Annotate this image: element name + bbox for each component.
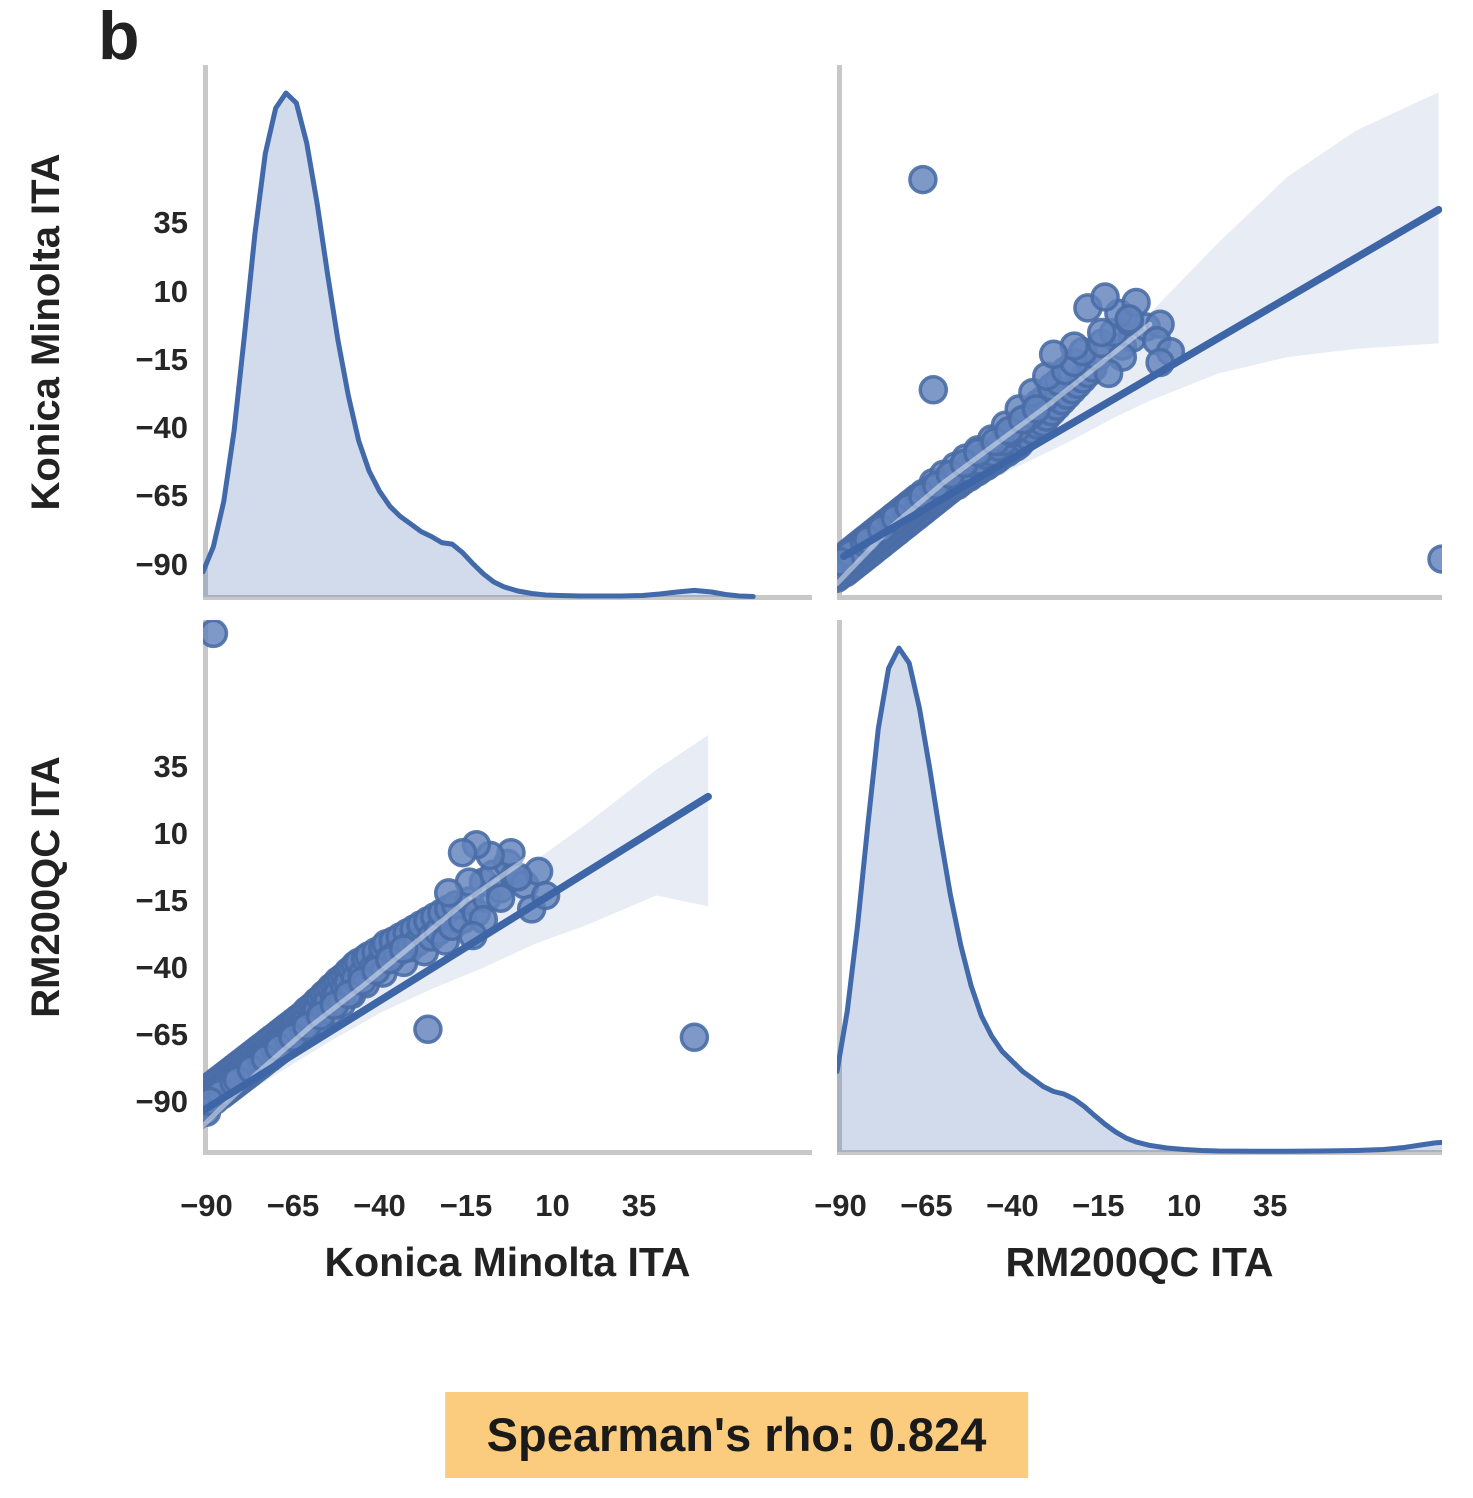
y-axis-spine: [203, 65, 208, 600]
y-tick-label: −65: [135, 478, 188, 514]
kde-panel-konica: [203, 65, 812, 600]
y-tick-label: −15: [135, 341, 188, 377]
regression-line: [203, 792, 712, 1116]
kde-panel-rm: [837, 620, 1442, 1155]
scatter-rm-vs-konica-svg: [837, 65, 1442, 600]
y-tick-label: 10: [153, 273, 188, 309]
y-tick-label: −40: [135, 949, 188, 985]
kde-rm-svg: [837, 620, 1442, 1155]
x-axis-spine: [837, 1150, 1442, 1155]
x-tick-label: −15: [1071, 1188, 1125, 1223]
y-tick-label: 10: [153, 816, 188, 851]
y-tick-label: 35: [153, 205, 188, 241]
x-tick-label: 10: [535, 1188, 570, 1223]
scatter-point: [1086, 317, 1117, 348]
x-axis-title-col1: RM200QC ITA: [1005, 1239, 1274, 1285]
y-tick-label: −90: [135, 546, 188, 582]
x-axis-spine: [203, 1150, 812, 1155]
scatter-panel-konica-vs-rm: [203, 620, 812, 1155]
kde-density-area: [203, 93, 754, 597]
y-tick-label: −65: [135, 1016, 188, 1052]
kde-density-curve: [837, 645, 1442, 1154]
confidence-band: [203, 735, 709, 1122]
kde-density-curve: [203, 90, 756, 599]
x-axis-title-col0: Konica Minolta ITA: [324, 1239, 691, 1285]
x-tick-label: −40: [353, 1188, 406, 1223]
scatter-point: [1090, 282, 1120, 312]
scatter-point: [1114, 304, 1144, 334]
y-tick-label: −15: [135, 882, 188, 918]
scatter-point: [485, 883, 516, 913]
scatter-point: [918, 375, 949, 405]
y-axis-spine: [203, 620, 208, 1155]
scatter-point: [1093, 358, 1124, 389]
y-tick-label: −90: [135, 1083, 188, 1119]
x-tick-label: −65: [266, 1188, 320, 1223]
scatter-point: [447, 837, 478, 868]
x-tick-label: −65: [900, 1188, 953, 1223]
x-tick-label: −90: [180, 1188, 233, 1223]
x-tick-label: −40: [986, 1188, 1039, 1223]
y-tick-label: 35: [153, 749, 188, 785]
x-tick-label: −90: [814, 1188, 867, 1223]
scatter-point: [433, 878, 464, 908]
x-axis-spine: [837, 595, 1442, 600]
y-axis-spine: [837, 620, 842, 1155]
kde-density-area: [837, 648, 1442, 1152]
scatter-point: [1427, 544, 1442, 574]
scatter-point: [388, 934, 419, 964]
scatter-point: [1038, 339, 1069, 370]
scatter-point: [908, 164, 938, 195]
x-tick-label: −15: [439, 1188, 493, 1223]
kde-konica-svg: [203, 65, 812, 600]
scatter-point: [679, 1022, 710, 1053]
y-axis-spine: [837, 65, 842, 600]
scatter-point: [413, 1014, 443, 1045]
scatter-panel-rm-vs-konica: [837, 65, 1442, 600]
x-tick-label: 35: [621, 1188, 657, 1223]
y-tick-label: −40: [135, 410, 188, 446]
panel-letter-label: b: [98, 0, 140, 74]
x-tick-label: 10: [1166, 1188, 1202, 1223]
x-tick-label: 35: [1252, 1188, 1288, 1223]
scatter-konica-vs-rm-svg: [203, 620, 812, 1155]
spearman-rho-annotation: Spearman's rho: 0.824: [444, 1392, 1029, 1479]
scatter-point: [203, 620, 229, 649]
scatter-point: [1021, 394, 1052, 424]
regression-line: [840, 205, 1442, 561]
scatter-point: [503, 862, 533, 892]
x-axis-spine: [203, 595, 812, 600]
